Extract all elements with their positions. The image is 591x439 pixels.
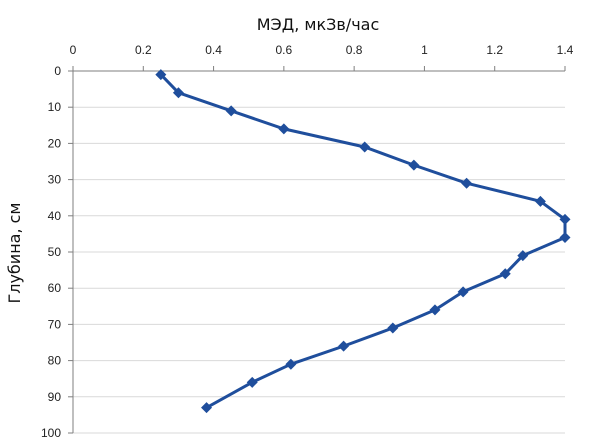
data-point-marker: [285, 358, 297, 370]
data-point-marker: [359, 141, 371, 153]
data-point-marker: [534, 195, 546, 207]
data-point-marker: [155, 69, 167, 81]
data-point-marker: [461, 177, 473, 189]
x-tick-label: 0: [70, 43, 77, 57]
y-tick-label: 30: [48, 173, 62, 187]
y-tick-label: 10: [48, 100, 62, 114]
data-point-marker: [225, 105, 237, 117]
y-tick-label: 20: [48, 136, 62, 150]
data-point-marker: [517, 250, 529, 262]
x-tick-label: 1: [421, 43, 428, 57]
series-line: [159, 73, 567, 410]
data-point-marker: [172, 87, 184, 99]
x-tick-label: 0.2: [135, 43, 152, 57]
data-point-marker: [559, 232, 571, 244]
data-point-marker: [387, 322, 399, 334]
data-point-marker: [559, 213, 571, 225]
axis-layer: [68, 66, 566, 434]
data-point-marker: [338, 340, 350, 352]
grid-layer: [73, 106, 565, 434]
data-point-marker: [429, 304, 441, 316]
y-axis-title: Глубина, см: [5, 202, 24, 303]
tick-labels: 0 10 20 30 40 50 60 70 80 90 100 0 0.2 0.4 0.6 0.8 1 1.2 1…: [41, 43, 574, 439]
x-axis-title: МЭД, мкЗв/час: [257, 15, 380, 34]
y-tick-label: 40: [48, 209, 62, 223]
y-tick-label: 60: [48, 281, 62, 295]
data-point-marker: [278, 123, 290, 135]
data-point-marker: [457, 286, 469, 298]
x-tick-label: 0.4: [205, 43, 222, 57]
y-tick-label: 50: [48, 245, 62, 259]
series-layer: [155, 69, 571, 414]
x-tick-label: 1.2: [486, 43, 503, 57]
x-tick-label: 0.8: [346, 43, 363, 57]
data-point-marker: [499, 268, 511, 280]
data-point-marker: [408, 159, 420, 171]
y-tick-label: 0: [54, 64, 61, 78]
x-tick-label: 0.6: [276, 43, 293, 57]
y-tick-label: 70: [48, 317, 62, 331]
data-point-marker: [201, 402, 213, 414]
y-tick-label: 80: [48, 354, 62, 368]
data-point-marker: [246, 376, 258, 388]
x-tick-label: 1.4: [557, 43, 574, 57]
y-tick-label: 100: [41, 426, 61, 439]
y-tick-label: 90: [48, 390, 62, 404]
